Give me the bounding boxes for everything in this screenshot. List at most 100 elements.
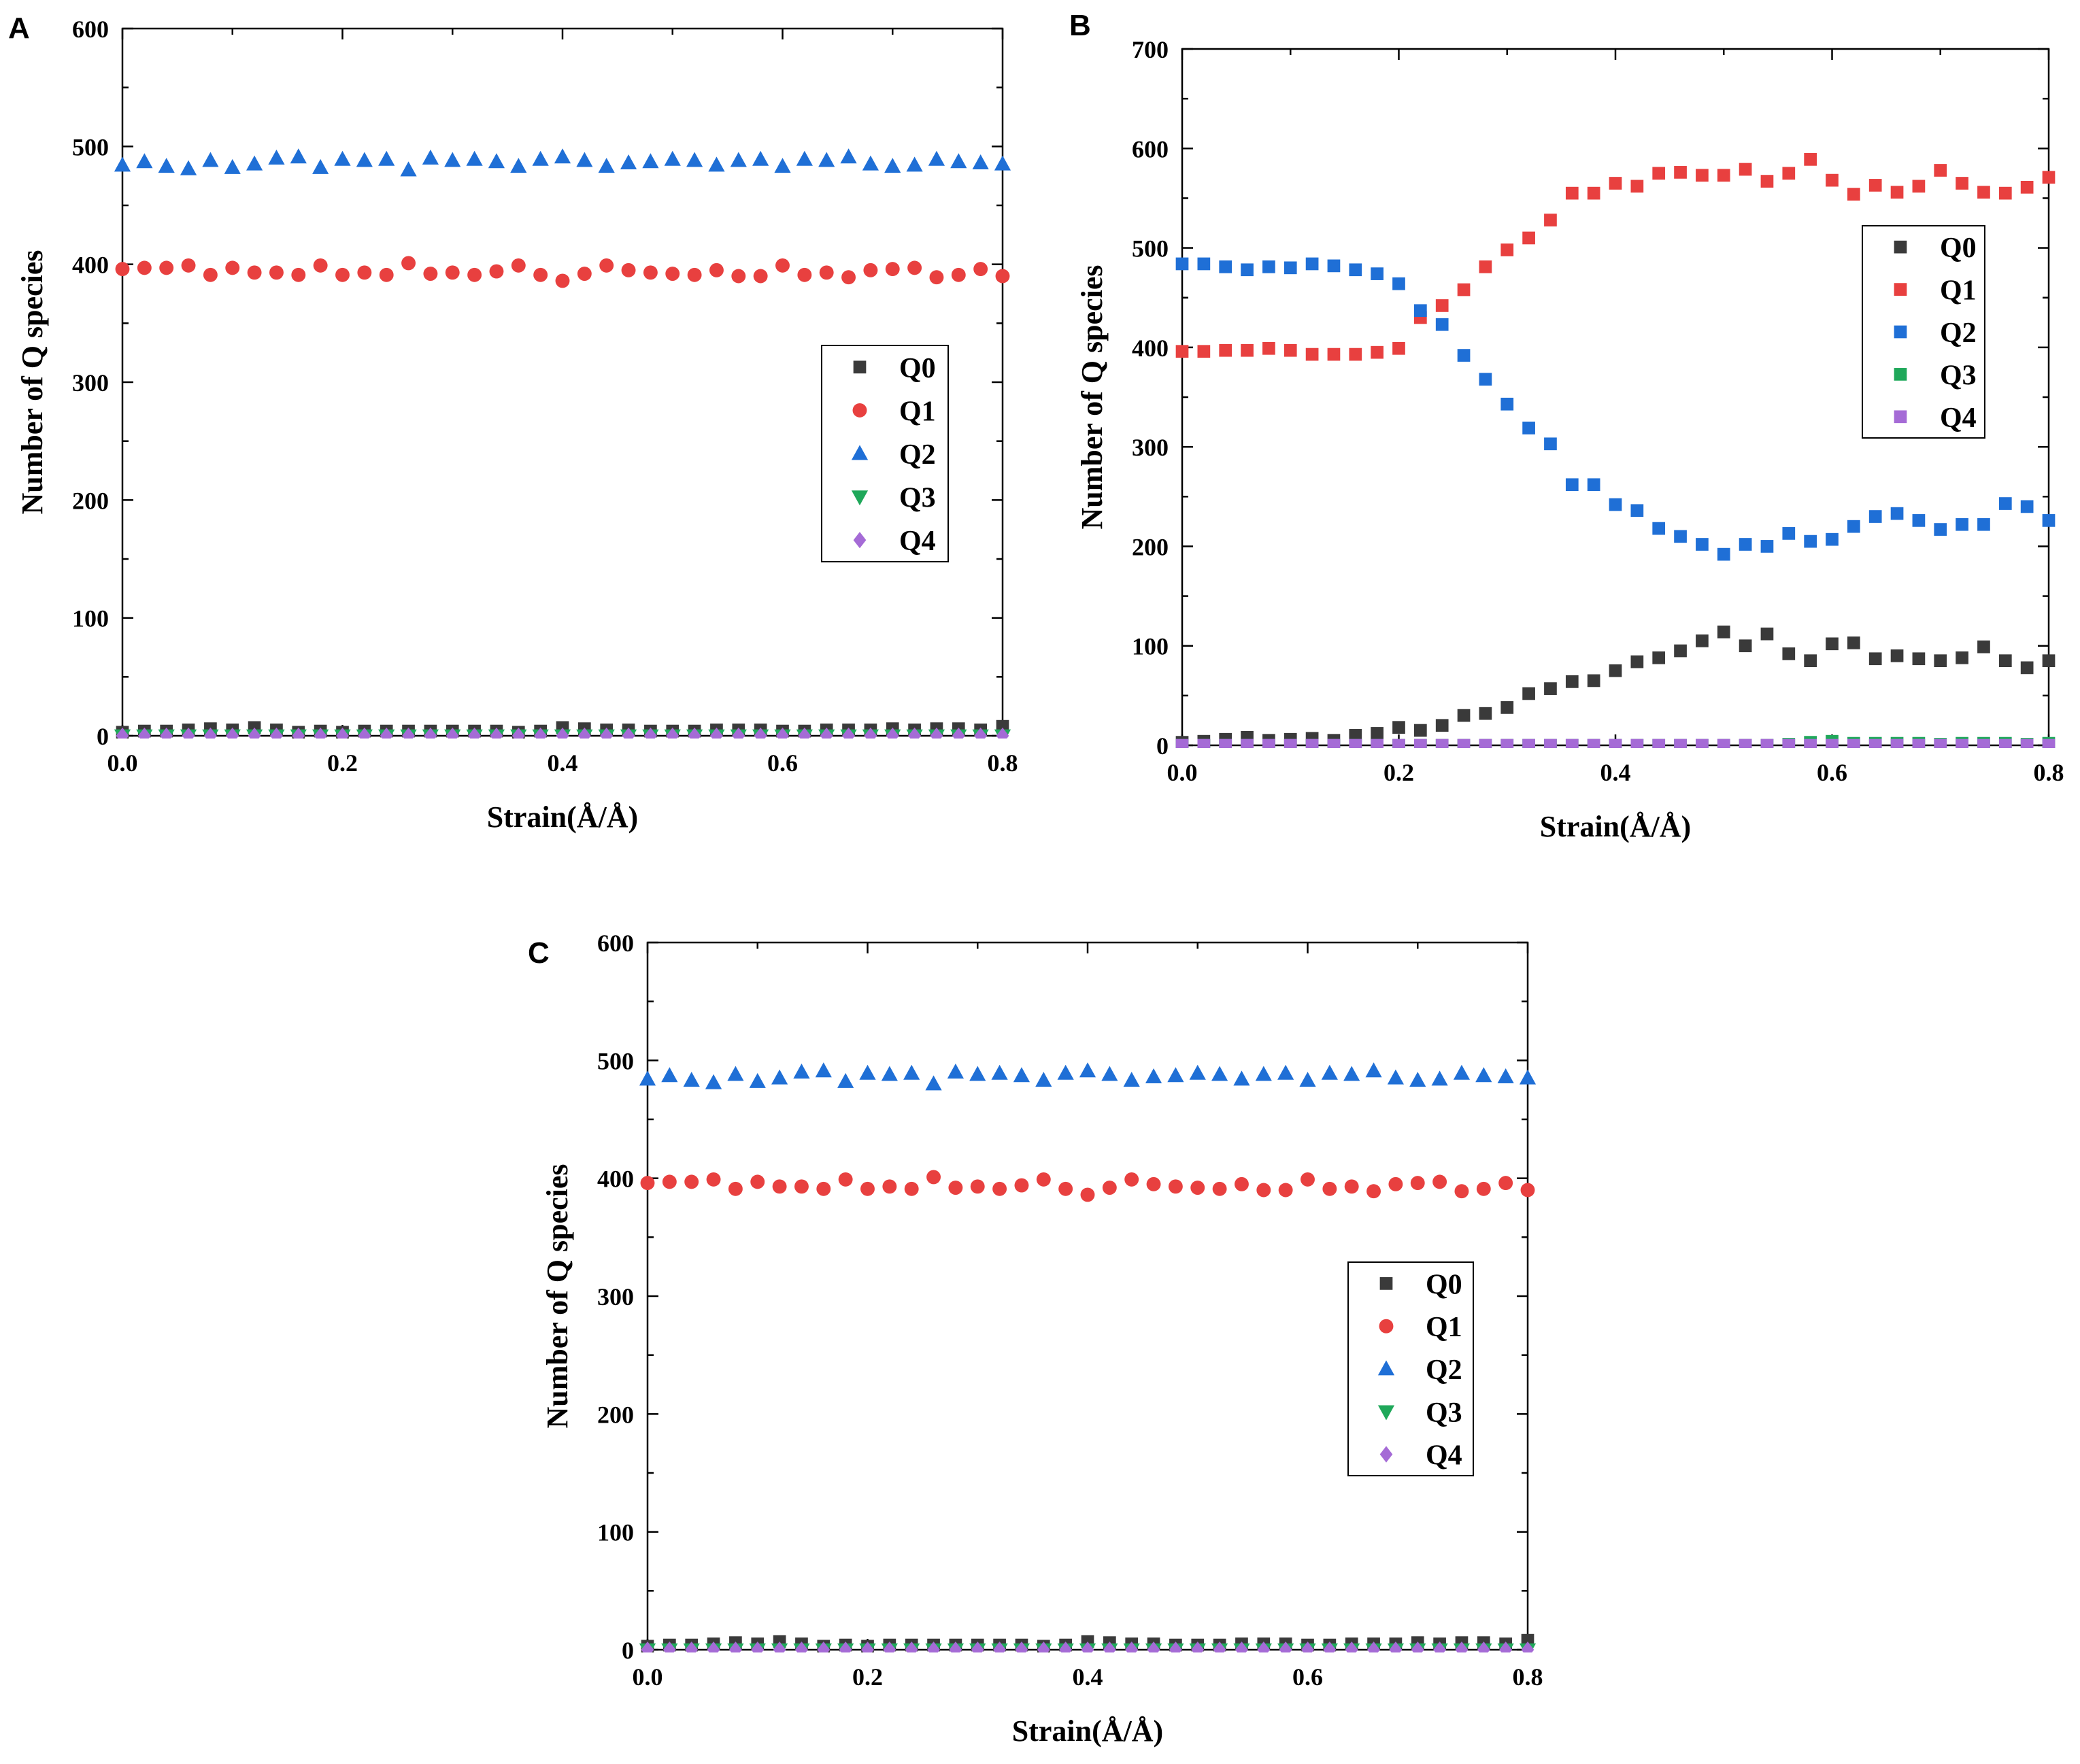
data-point-q1 <box>1956 177 1968 190</box>
data-point-q0 <box>1371 727 1383 740</box>
legend: Q0 Q1 Q2 Q3 Q4 <box>821 345 949 562</box>
data-point-q1 <box>775 258 790 273</box>
y-tick-label: 200 <box>72 487 109 514</box>
data-point-q4 <box>1479 739 1492 748</box>
data-point-q1 <box>115 262 130 277</box>
y-tick-label: 200 <box>1132 533 1169 560</box>
legend-label-q0: Q0 <box>1426 1269 1462 1300</box>
data-point-q4 <box>2042 739 2056 748</box>
legend-box <box>1347 1261 1474 1476</box>
data-point-q2 <box>1890 507 1904 520</box>
legend-marker-q1 <box>1894 283 1907 296</box>
data-point-q2 <box>1804 535 1817 548</box>
data-point-q4 <box>1213 1641 1226 1652</box>
data-point-q2 <box>881 1066 898 1081</box>
data-point-q1 <box>1868 179 1882 192</box>
y-tick-label: 300 <box>72 369 109 396</box>
data-point-q4 <box>952 727 965 739</box>
data-point-q1 <box>841 270 856 285</box>
data-point-q1 <box>1262 341 1275 355</box>
data-point-q2 <box>1414 304 1427 318</box>
data-point-q2 <box>1497 1068 1514 1083</box>
data-point-q4 <box>1197 739 1211 748</box>
data-point-q2 <box>312 158 329 174</box>
data-point-q4 <box>534 727 547 739</box>
legend-label-q2: Q2 <box>899 439 936 471</box>
data-point-q4 <box>1015 1641 1028 1652</box>
data-point-q0 <box>1826 637 1839 651</box>
data-point-q4 <box>1037 1641 1050 1652</box>
x-tick-label: 0.6 <box>1292 1663 1323 1691</box>
data-point-q2 <box>1956 518 1968 531</box>
data-point-q4 <box>663 1641 676 1652</box>
data-point-q1 <box>1146 1176 1161 1191</box>
data-point-q1 <box>533 267 548 282</box>
data-point-q2 <box>1255 1066 1272 1081</box>
data-point-q4 <box>511 727 525 739</box>
data-point-q4 <box>1284 739 1297 748</box>
data-point-q2 <box>1387 1069 1404 1085</box>
data-point-q1 <box>684 1174 699 1189</box>
data-point-q1 <box>728 1181 743 1196</box>
data-point-q1 <box>1544 214 1557 226</box>
y-tick-label: 500 <box>1132 235 1169 262</box>
y-tick-label: 200 <box>597 1401 634 1428</box>
data-point-q2 <box>466 150 483 166</box>
data-point-q2 <box>727 1066 744 1081</box>
data-point-q0 <box>1457 709 1471 722</box>
data-point-q4 <box>820 727 833 739</box>
legend-label-q3: Q3 <box>1940 360 1977 391</box>
data-point-q4 <box>468 727 481 739</box>
legend-marker-q3 <box>1377 1405 1395 1421</box>
data-point-q0 <box>1696 634 1709 647</box>
data-point-q2 <box>950 153 967 169</box>
data-point-q1 <box>885 262 900 277</box>
y-tick-label: 100 <box>1132 633 1169 660</box>
data-point-q2 <box>576 152 593 167</box>
data-point-q1 <box>1760 175 1774 188</box>
data-point-q0 <box>1674 644 1687 658</box>
data-point-q2 <box>158 158 175 173</box>
data-point-q4 <box>1235 1641 1248 1652</box>
data-point-q2 <box>1652 522 1666 535</box>
data-point-q1 <box>1256 1183 1271 1198</box>
data-point-q2 <box>1998 497 2012 510</box>
data-point-q4 <box>1499 1641 1512 1652</box>
data-point-q2 <box>991 1064 1008 1080</box>
data-point-q1 <box>1520 1183 1535 1198</box>
data-point-q1 <box>863 262 878 277</box>
data-point-q0 <box>1890 649 1904 662</box>
data-point-q4 <box>1956 739 1968 748</box>
legend-box <box>1862 225 1985 439</box>
data-point-q4 <box>710 727 723 739</box>
data-point-q4 <box>336 727 349 739</box>
data-point-q4 <box>930 727 943 739</box>
data-point-q4 <box>1103 1641 1116 1652</box>
legend-marker-q1 <box>852 403 867 418</box>
data-point-q4 <box>248 727 261 739</box>
data-point-q4 <box>600 727 614 739</box>
data-point-q2 <box>796 150 813 166</box>
data-point-q4 <box>842 727 855 739</box>
data-point-q2 <box>815 1062 832 1078</box>
data-point-q1 <box>2042 171 2056 184</box>
data-point-q2 <box>1587 478 1600 492</box>
data-point-q4 <box>490 727 503 739</box>
data-point-q2 <box>1696 538 1709 551</box>
data-point-q0 <box>1760 627 1774 641</box>
legend-label-q0: Q0 <box>1940 233 1977 264</box>
data-point-q0 <box>2020 661 2034 675</box>
data-point-q2 <box>1435 318 1449 331</box>
data-point-q4 <box>1169 1641 1182 1652</box>
data-point-q2 <box>1327 259 1341 273</box>
y-axis-title: Number of Q species <box>541 1164 574 1428</box>
data-point-q2 <box>1175 257 1189 271</box>
data-point-q2 <box>1343 1066 1360 1081</box>
data-point-q2 <box>1782 527 1796 540</box>
y-tick-label: 300 <box>597 1283 634 1310</box>
panel-letter: C <box>528 936 550 970</box>
data-point-q2 <box>1262 260 1275 273</box>
data-point-q1 <box>1349 347 1362 361</box>
data-point-q1 <box>137 260 152 275</box>
data-point-q4 <box>776 727 789 739</box>
